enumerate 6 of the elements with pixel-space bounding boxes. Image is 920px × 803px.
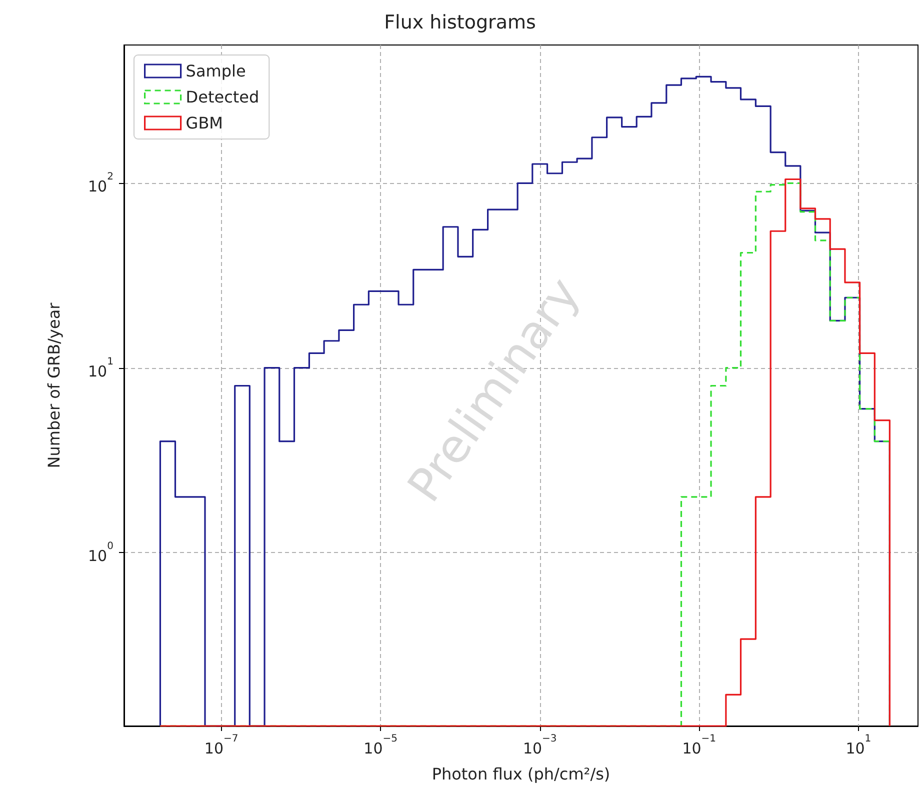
legend-label: Sample [186, 62, 246, 80]
legend-label: Detected [186, 88, 260, 106]
chart-title: Flux histograms [384, 12, 536, 34]
y-axis-title: Number of GRB/year [44, 302, 64, 468]
legend-label: GBM [186, 114, 223, 132]
x-axis-title: Photon flux (ph/cm²/s) [432, 764, 610, 784]
